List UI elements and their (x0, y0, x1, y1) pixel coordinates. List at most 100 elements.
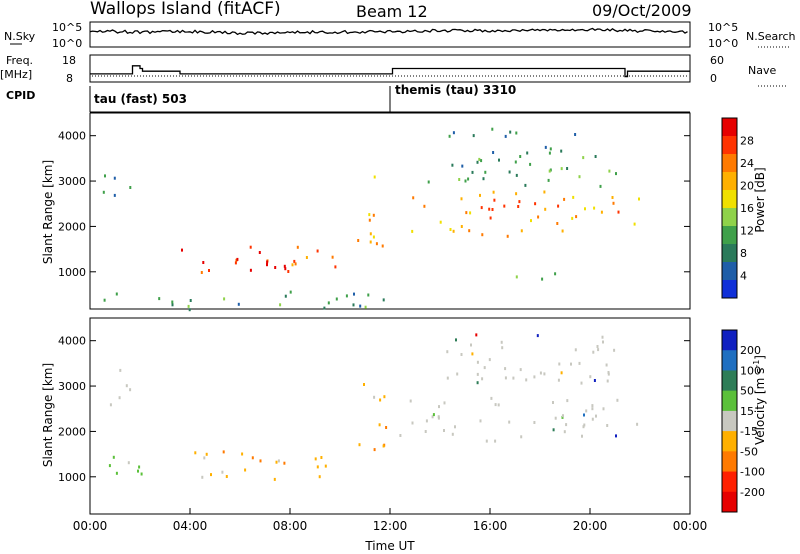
power-cell (293, 259, 296, 263)
velocity-cell (424, 430, 427, 433)
power-colorbar-swatch (722, 262, 737, 281)
velocity-ytick-label: 1000 (58, 471, 86, 484)
power-cell (353, 292, 355, 296)
power-cell (514, 160, 517, 164)
power-cell (382, 298, 385, 302)
power-cell (129, 186, 132, 189)
power-ytick-label: 2000 (58, 220, 86, 233)
power-cell (517, 205, 520, 208)
velocity-colorbar: 200 100 50 15 -15 -50 -100 -200 (721, 329, 765, 513)
velocity-cell (582, 425, 585, 429)
velocity-cell (485, 439, 488, 443)
power-cell (345, 294, 348, 298)
power-cell (503, 204, 506, 208)
power-cell (266, 260, 269, 264)
power-cell (465, 211, 468, 215)
xtick-label: 08:00 (273, 519, 308, 533)
velocity-cell (409, 399, 412, 403)
power-cell (582, 156, 585, 160)
power-cell (615, 172, 617, 176)
power-cell (381, 244, 384, 248)
power-colorbar-tick-label: 20 (740, 180, 754, 193)
velocity-cell (109, 403, 112, 407)
velocity-cell (494, 439, 497, 443)
cpid-panel: CPID tau (fast) 503 themis (tau) 3310 (6, 83, 690, 113)
power-cell (200, 271, 203, 274)
power-cell (439, 220, 442, 224)
velocity-cell (244, 468, 247, 472)
velocity-colorbar-tick-label: -100 (740, 466, 765, 479)
power-cell (509, 130, 512, 134)
velocity-cell (432, 413, 435, 417)
velocity-cell (382, 444, 385, 448)
power-cell (369, 232, 372, 236)
power-cell (638, 197, 640, 201)
power-cell (451, 163, 454, 167)
velocity-colorbar-swatch (722, 451, 737, 473)
velocity-colorbar-swatch (722, 390, 737, 412)
velocity-cell (479, 419, 482, 423)
power-cell (369, 240, 372, 244)
power-cell (529, 162, 532, 166)
power-cell (471, 170, 474, 174)
power-cell (515, 131, 518, 135)
velocity-cell (225, 475, 228, 478)
velocity-cell (201, 475, 204, 479)
velocity-cell (210, 473, 212, 477)
power-colorbar-swatch (722, 136, 737, 155)
xaxis-label: Time UT (364, 539, 415, 553)
power-cell (334, 265, 337, 269)
velocity-cell (373, 395, 376, 399)
power-cell (368, 218, 371, 222)
cpid-segment-1: tau (fast) 503 (94, 92, 187, 106)
power-cell (287, 270, 290, 273)
power-cell (578, 175, 581, 179)
velocity-cell (140, 472, 143, 476)
power-ytick-label: 4000 (58, 130, 86, 143)
velocity-colorbar-swatch (722, 350, 737, 371)
velocity-cell (552, 401, 554, 404)
velocity-cell (583, 423, 586, 427)
power-cell (289, 290, 292, 294)
power-cell (352, 303, 355, 307)
power-cell (548, 169, 551, 173)
power-cell (335, 297, 338, 301)
noise-right-tick-bottom: 10^0 (708, 37, 738, 50)
velocity-cell (602, 407, 605, 411)
cpid-segment-2: themis (tau) 3310 (395, 83, 516, 97)
power-cell (115, 292, 118, 296)
velocity-cell (443, 429, 445, 432)
nave-label: Nave (748, 64, 776, 77)
power-colorbar-title: Power [dB] (753, 167, 767, 232)
velocity-cell (137, 469, 139, 473)
velocity-cell (565, 423, 568, 427)
velocity-colorbar-tick-label: 100 (740, 364, 761, 377)
velocity-cell (566, 399, 569, 403)
power-cell (611, 196, 614, 199)
power-colorbar: 28 24 20 16 12 8 4 (721, 117, 754, 299)
velocity-cell (118, 396, 121, 400)
power-cell (481, 233, 484, 237)
velocity-cell (108, 464, 111, 468)
power-cell (575, 215, 578, 219)
freq-left-tick-top: 18 (62, 54, 76, 67)
velocity-cell (533, 375, 536, 379)
power-cell (464, 179, 467, 183)
velocity-cell (500, 340, 503, 344)
power-cell (258, 251, 261, 254)
velocity-cell (583, 413, 585, 417)
power-cell (482, 177, 485, 181)
power-cell (452, 229, 455, 233)
velocity-colorbar-swatch (722, 370, 737, 392)
velocity-cell (591, 404, 594, 408)
power-cell (113, 193, 116, 197)
velocity-cell (273, 477, 276, 481)
power-cell (506, 234, 509, 238)
power-cell (284, 267, 287, 271)
velocity-cell (615, 434, 617, 438)
power-cell (571, 216, 574, 220)
power-cell (534, 202, 537, 206)
power-cell (283, 264, 286, 268)
power-cell (104, 174, 106, 178)
